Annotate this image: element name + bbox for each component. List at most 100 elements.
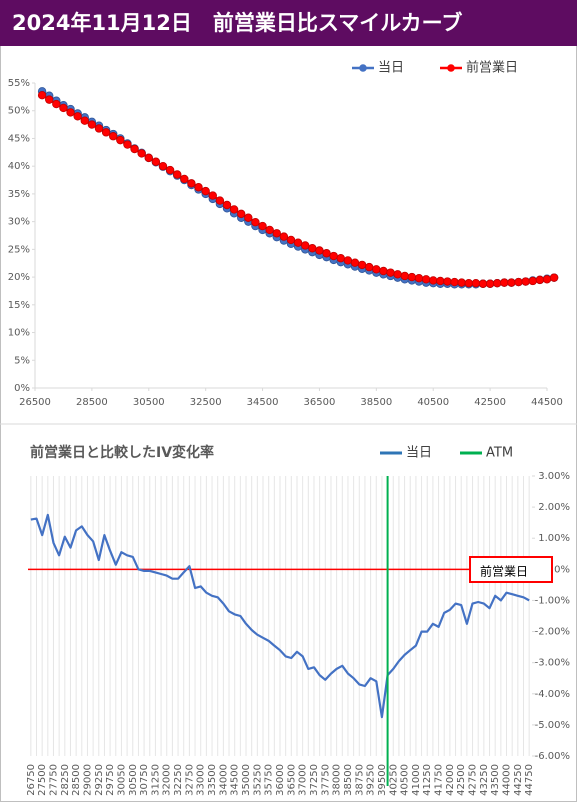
point bbox=[180, 174, 189, 184]
x-tick-label: 32750 bbox=[184, 764, 195, 796]
y-tick-label: 10% bbox=[8, 328, 30, 339]
y-tick-label: -1.00% bbox=[535, 595, 570, 606]
point bbox=[187, 179, 196, 188]
point bbox=[137, 149, 146, 158]
point bbox=[66, 108, 75, 117]
reference-label: 前営業日 bbox=[480, 564, 528, 579]
point bbox=[514, 277, 523, 287]
point bbox=[443, 277, 452, 286]
x-tick-label: 36500 bbox=[286, 764, 297, 796]
point bbox=[400, 271, 409, 281]
point bbox=[315, 246, 324, 255]
x-tick-label: 40250 bbox=[388, 764, 399, 796]
point bbox=[101, 128, 111, 137]
point bbox=[286, 235, 296, 245]
y-tick-label: 40% bbox=[8, 161, 30, 172]
point bbox=[45, 95, 54, 104]
point bbox=[421, 275, 431, 284]
x-tick-label: 33000 bbox=[196, 764, 207, 796]
legend-label: 前営業日 bbox=[466, 60, 518, 76]
point bbox=[500, 278, 509, 287]
x-tick-label: 26750 bbox=[26, 764, 37, 796]
y-tick-label: -3.00% bbox=[535, 658, 570, 669]
legend-label: ATM bbox=[486, 446, 513, 461]
point bbox=[471, 278, 481, 288]
point bbox=[429, 276, 438, 285]
point bbox=[244, 213, 253, 222]
point bbox=[279, 232, 289, 241]
y-tick-label: 5% bbox=[14, 355, 30, 366]
x-tick-label: 28500 bbox=[76, 397, 108, 408]
point bbox=[478, 279, 488, 288]
x-tick-label: 42750 bbox=[468, 764, 479, 796]
x-tick-label: 29000 bbox=[82, 764, 93, 796]
chart-title: 前営業日と比較したIV変化率 bbox=[30, 444, 214, 461]
x-tick-label: 30500 bbox=[128, 764, 139, 796]
point bbox=[194, 183, 203, 192]
header-title: 2024年11月12日 前営業日比スマイルカーブ bbox=[12, 11, 462, 35]
point bbox=[116, 135, 125, 145]
y-tick-label: 45% bbox=[8, 133, 30, 144]
y-tick-label: 25% bbox=[8, 244, 30, 255]
point bbox=[464, 278, 473, 288]
x-tick-label: 38500 bbox=[360, 397, 392, 408]
x-tick-label: 36500 bbox=[304, 397, 336, 408]
point bbox=[94, 124, 104, 133]
point bbox=[343, 256, 353, 265]
legend-label: 当日 bbox=[406, 446, 432, 461]
point bbox=[542, 275, 552, 284]
series-line bbox=[30, 513, 530, 719]
point bbox=[535, 275, 545, 285]
point bbox=[450, 277, 459, 287]
point bbox=[414, 274, 424, 283]
x-tick-label: 42500 bbox=[456, 764, 467, 796]
x-tick-label: 41250 bbox=[422, 764, 433, 796]
legend-marker bbox=[447, 64, 455, 72]
x-tick-label: 27500 bbox=[37, 764, 48, 796]
point bbox=[507, 278, 516, 287]
x-tick-label: 44500 bbox=[531, 397, 563, 408]
x-tick-label: 39250 bbox=[366, 764, 377, 796]
point bbox=[229, 205, 239, 214]
x-tick-label: 40500 bbox=[400, 764, 411, 796]
point bbox=[165, 165, 175, 175]
x-tick-label: 29750 bbox=[105, 764, 116, 796]
point bbox=[521, 277, 530, 286]
point bbox=[357, 260, 367, 270]
x-tick-label: 34500 bbox=[230, 764, 241, 796]
point bbox=[301, 241, 310, 250]
point bbox=[336, 254, 345, 263]
legend-marker bbox=[359, 64, 367, 72]
x-tick-label: 38000 bbox=[332, 764, 343, 796]
x-tick-label: 27750 bbox=[48, 764, 59, 796]
point bbox=[528, 276, 537, 286]
point bbox=[393, 270, 402, 279]
point bbox=[272, 229, 281, 238]
point bbox=[251, 217, 260, 227]
x-tick-label: 38500 bbox=[343, 764, 354, 796]
point bbox=[493, 278, 502, 288]
point bbox=[386, 268, 395, 277]
x-tick-label: 42500 bbox=[474, 397, 506, 408]
point bbox=[201, 186, 210, 196]
point bbox=[123, 140, 132, 149]
y-tick-label: 35% bbox=[8, 189, 30, 200]
y-tick-label: -4.00% bbox=[535, 689, 570, 700]
point bbox=[350, 258, 360, 267]
x-tick-label: 44250 bbox=[513, 764, 524, 796]
point bbox=[215, 196, 225, 205]
point bbox=[329, 251, 338, 261]
x-tick-label: 32000 bbox=[162, 764, 173, 796]
point bbox=[109, 132, 118, 141]
x-tick-label: 37000 bbox=[298, 764, 309, 796]
point bbox=[73, 112, 82, 121]
point bbox=[222, 200, 232, 210]
x-tick-label: 32500 bbox=[190, 397, 222, 408]
x-tick-label: 41000 bbox=[411, 764, 422, 796]
x-tick-label: 30500 bbox=[133, 397, 165, 408]
point bbox=[457, 278, 466, 287]
y-tick-label: 0% bbox=[554, 564, 570, 575]
point bbox=[379, 266, 388, 276]
x-tick-label: 38750 bbox=[354, 764, 365, 796]
